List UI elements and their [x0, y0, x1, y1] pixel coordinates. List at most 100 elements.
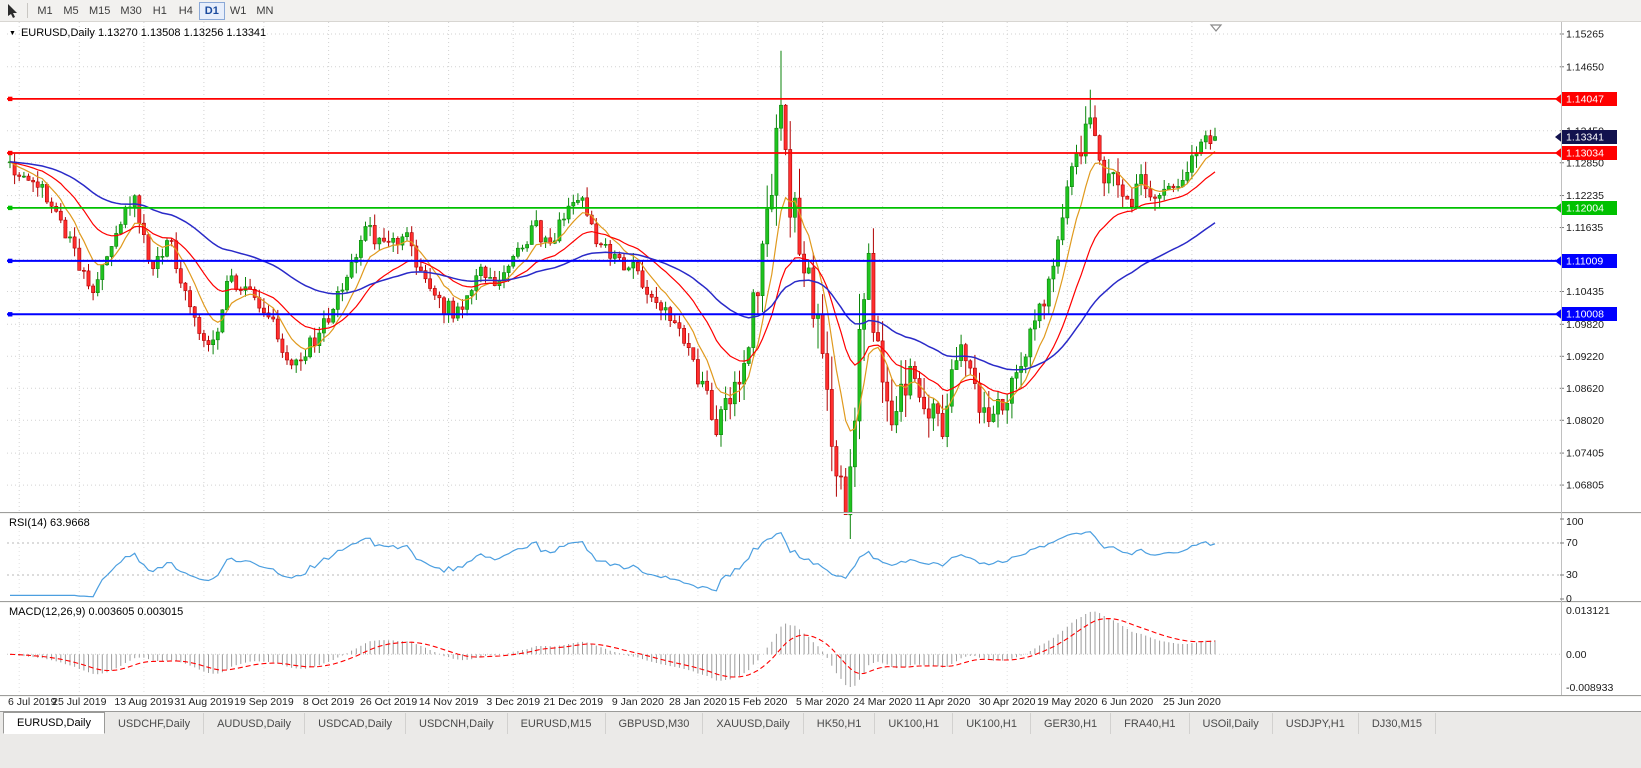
svg-text:24 Mar 2020: 24 Mar 2020 [853, 696, 912, 708]
macd-signal-line [9, 618, 1216, 678]
chart-tab-usdchf-daily[interactable]: USDCHF,Daily [105, 713, 205, 734]
svg-text:11 Apr 2020: 11 Apr 2020 [915, 696, 971, 708]
svg-text:19 May 2020: 19 May 2020 [1037, 696, 1098, 708]
timeframe-button-m30[interactable]: M30 [120, 4, 142, 17]
chart-tab-hk50-h1[interactable]: HK50,H1 [804, 713, 876, 734]
svg-text:15 Feb 2020: 15 Feb 2020 [728, 696, 787, 708]
chart-tab-gbpusd-m30[interactable]: GBPUSD,M30 [606, 713, 704, 734]
line-handle-1.10008[interactable] [8, 312, 13, 317]
toolbar-separator [27, 3, 28, 18]
timeframe-button-m5[interactable]: M5 [63, 4, 79, 17]
chart-tab-ger30-h1[interactable]: GER30,H1 [1031, 713, 1112, 734]
panel-divider[interactable] [0, 512, 1641, 513]
svg-text:1.13341: 1.13341 [1566, 132, 1604, 144]
svg-text:1.14047: 1.14047 [1566, 94, 1604, 106]
svg-text:1.08620: 1.08620 [1566, 383, 1604, 395]
chart-tab-eurusd-daily[interactable]: EURUSD,Daily [3, 712, 105, 734]
chart-tabs-bar: EURUSD,Daily USDCHF,Daily AUDUSD,Daily USDC… [0, 712, 1641, 734]
timeframe-button-m1[interactable]: M1 [37, 4, 53, 17]
timeframe-button-d1[interactable]: D1 [198, 1, 225, 20]
chart-tabs-region: EURUSD,Daily USDCHF,Daily AUDUSD,Daily USDC… [0, 711, 1641, 768]
svg-text:1.10435: 1.10435 [1566, 286, 1604, 298]
svg-text:6 Jun 2020: 6 Jun 2020 [1101, 696, 1153, 708]
rsi-plot-area[interactable] [7, 514, 1560, 601]
chart-tab-uk100-h1[interactable]: UK100,H1 [875, 713, 954, 734]
panel-divider-highlight [0, 513, 1641, 514]
svg-text:1.11635: 1.11635 [1566, 222, 1603, 234]
timeframe-button-w1[interactable]: W1 [229, 4, 247, 17]
rsi-panel: 100 70 30 0 [7, 516, 1584, 605]
panel-divider[interactable] [0, 695, 1641, 696]
svg-text:1.13034: 1.13034 [1566, 148, 1604, 160]
svg-text:1.09220: 1.09220 [1566, 351, 1604, 363]
rsi-line [10, 531, 1216, 598]
svg-text:31 Aug 2019: 31 Aug 2019 [174, 696, 233, 708]
svg-text:0.013121: 0.013121 [1566, 605, 1610, 617]
macd-plot-area[interactable] [7, 603, 1560, 695]
main-chart-plot-area[interactable] [7, 22, 1560, 512]
timeframe-button-m15[interactable]: M15 [89, 4, 111, 17]
chart-shift-marker[interactable] [1209, 24, 1223, 32]
svg-text:25 Jul 2019: 25 Jul 2019 [52, 696, 106, 708]
timeframe-button-h4[interactable]: H4 [178, 4, 193, 17]
svg-text:6 Jul 2019: 6 Jul 2019 [8, 696, 57, 708]
svg-text:8 Oct 2019: 8 Oct 2019 [303, 696, 355, 708]
chart-tab-audusd-daily[interactable]: AUDUSD,Daily [204, 713, 306, 734]
svg-text:21 Dec 2019: 21 Dec 2019 [544, 696, 604, 708]
chart-tab-usdcad-daily[interactable]: USDCAD,Daily [305, 713, 407, 734]
time-axis[interactable] [0, 695, 1560, 711]
svg-text:70: 70 [1566, 537, 1578, 549]
cursor-arrow-icon [8, 3, 17, 18]
svg-text:1.12235: 1.12235 [1566, 190, 1604, 202]
svg-text:-0.008933: -0.008933 [1566, 682, 1613, 694]
svg-text:25 Jun 2020: 25 Jun 2020 [1163, 696, 1221, 708]
svg-text:1.09820: 1.09820 [1566, 319, 1604, 331]
panel-divider-highlight [0, 602, 1641, 603]
svg-text:100: 100 [1566, 516, 1584, 528]
timeframe-button-mn[interactable]: MN [256, 4, 274, 17]
svg-text:30: 30 [1566, 569, 1578, 581]
svg-text:1.10008: 1.10008 [1566, 309, 1604, 321]
moving-average-ema-slow [9, 161, 1216, 371]
chart-tab-eurusd-m15[interactable]: EURUSD,M15 [508, 713, 606, 734]
svg-text:13 Aug 2019: 13 Aug 2019 [114, 696, 173, 708]
macd-panel: 0.013121 0.00 -0.008933 [7, 605, 1613, 694]
chart-tab-uk100-h1[interactable]: UK100,H1 [953, 713, 1031, 734]
svg-text:28 Jan 2020: 28 Jan 2020 [669, 696, 727, 708]
chart-tab-fra40-h1[interactable]: FRA40,H1 [1111, 713, 1190, 734]
chart-tab-xauusd-daily[interactable]: XAUUSD,Daily [703, 713, 804, 734]
chart-title: ▼ EURUSD,Daily 1.13270 1.13508 1.13256 1… [9, 27, 266, 39]
svg-text:1.11009: 1.11009 [1566, 256, 1603, 268]
chart-ohlc-text: EURUSD,Daily 1.13270 1.13508 1.13256 1.1… [20, 27, 267, 39]
svg-text:0.00: 0.00 [1566, 649, 1587, 661]
chart-menu-icon[interactable]: ▼ [9, 29, 16, 37]
svg-text:3 Dec 2019: 3 Dec 2019 [486, 696, 540, 708]
panel-divider[interactable] [0, 601, 1641, 602]
line-handle-1.13034[interactable] [8, 150, 13, 156]
line-handle-1.11009[interactable] [8, 258, 13, 264]
chart-tab-dj30-m15[interactable]: DJ30,M15 [1359, 713, 1436, 734]
svg-text:1.07405: 1.07405 [1566, 448, 1604, 460]
timeframe-button-h1[interactable]: H1 [152, 4, 167, 17]
price-axis[interactable] [1561, 22, 1641, 695]
chart-tab-usdjpy-h1[interactable]: USDJPY,H1 [1273, 713, 1359, 734]
chart-tab-usdcnh-daily[interactable]: USDCNH,Daily [406, 713, 508, 734]
svg-text:1.14650: 1.14650 [1566, 61, 1604, 73]
svg-text:26 Oct 2019: 26 Oct 2019 [360, 696, 417, 708]
line-handle-1.14047[interactable] [8, 96, 13, 102]
svg-text:0: 0 [1566, 593, 1572, 605]
svg-text:30 Apr 2020: 30 Apr 2020 [979, 696, 1036, 708]
candles-layer [8, 50, 1217, 539]
cursor-tool-icon[interactable] [3, 2, 23, 20]
price-label-1.11009: 1.11009 [1555, 254, 1617, 268]
line-handle-1.12004[interactable] [8, 205, 13, 211]
price-label-1.10008: 1.10008 [1555, 307, 1617, 321]
svg-text:19 Sep 2019: 19 Sep 2019 [234, 696, 294, 708]
current-price-label: 1.13341 [1555, 130, 1617, 144]
chart-tab-usoil-daily[interactable]: USOil,Daily [1190, 713, 1273, 734]
moving-average-ema-mid [9, 161, 1216, 395]
svg-text:1.15265: 1.15265 [1566, 29, 1604, 41]
rsi-indicator-label: RSI(14) 63.9668 [9, 517, 90, 529]
